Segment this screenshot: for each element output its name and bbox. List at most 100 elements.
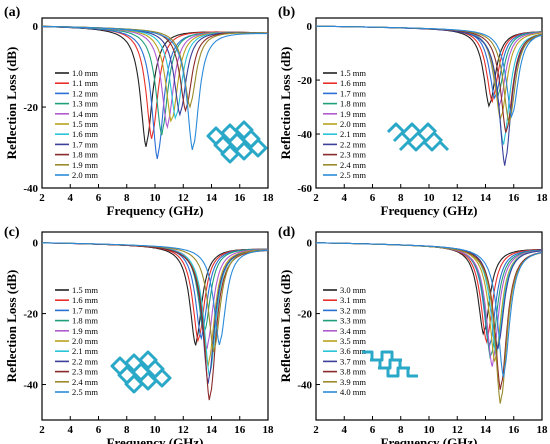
y-tick-label: 0 bbox=[307, 21, 313, 33]
x-tick-label: 6 bbox=[370, 424, 376, 436]
series-line-4-0-mm bbox=[316, 242, 542, 378]
x-tick-label: 10 bbox=[150, 192, 162, 204]
legend-label: 3.7 mm bbox=[340, 356, 366, 366]
y-tick-label: -40 bbox=[297, 380, 312, 392]
x-tick-label: 8 bbox=[398, 192, 404, 204]
legend-label: 2.4 mm bbox=[72, 377, 98, 387]
x-tick-label: 12 bbox=[178, 192, 190, 204]
meander-structure-icon bbox=[362, 350, 418, 378]
legend-label: 1.2 mm bbox=[72, 88, 98, 98]
x-tick-label: 6 bbox=[96, 424, 102, 436]
legend-label: 1.0 mm bbox=[72, 68, 98, 78]
chart-panel-3: (c) 2 4 6 8 10 12 14 16 18 0 -20 -40 Frequency (GHz) R… bbox=[4, 225, 274, 444]
legend: 1.5 mm1.6 mm1.7 mm1.8 mm1.9 mm2.0 mm2.1 … bbox=[323, 68, 366, 180]
legend-label: 2.2 mm bbox=[72, 356, 98, 366]
legend-label: 3.1 mm bbox=[340, 295, 366, 305]
x-tick-label: 10 bbox=[424, 192, 436, 204]
x-tick-label: 12 bbox=[452, 192, 464, 204]
x-tick-label: 16 bbox=[234, 424, 246, 436]
x-tick-label: 2 bbox=[313, 424, 319, 436]
legend-label: 2.5 mm bbox=[72, 387, 98, 397]
x-tick-label: 10 bbox=[150, 424, 162, 436]
y-tick-label: -20 bbox=[23, 309, 38, 321]
legend-label: 1.5 mm bbox=[72, 119, 98, 129]
chart-panel-4: (d) 2 4 6 8 10 12 14 16 18 0 -20 -40 Frequency (GHz) R… bbox=[278, 225, 548, 444]
x-tick-label: 8 bbox=[124, 192, 130, 204]
legend-label: 3.4 mm bbox=[340, 326, 366, 336]
legend-label: 2.1 mm bbox=[72, 346, 98, 356]
legend-label: 2.0 mm bbox=[72, 170, 98, 180]
x-tick-label: 16 bbox=[508, 424, 520, 436]
x-axis-title: Frequency (GHz) bbox=[381, 203, 478, 218]
legend-label: 3.9 mm bbox=[340, 377, 366, 387]
legend: 1.5 mm1.6 mm1.7 mm1.8 mm1.9 mm2.0 mm2.1 … bbox=[55, 285, 98, 397]
chart-panel-2: (b) 2 4 6 8 10 12 14 16 18 0 -20 -40 -60 Frequency (GH… bbox=[278, 5, 548, 218]
lattice-structure-icon bbox=[206, 120, 268, 164]
x-tick-label: 2 bbox=[39, 192, 45, 204]
x-tick-label: 4 bbox=[342, 424, 348, 436]
x-tick-label: 18 bbox=[537, 424, 549, 436]
legend-label: 2.0 mm bbox=[340, 119, 366, 129]
x-tick-label: 16 bbox=[234, 192, 246, 204]
legend-label: 1.5 mm bbox=[340, 68, 366, 78]
legend: 1.0 mm1.1 mm1.2 mm1.3 mm1.4 mm1.5 mm1.6 … bbox=[55, 68, 98, 180]
panel-letter: (b) bbox=[278, 5, 295, 20]
panel-letter: (d) bbox=[278, 225, 295, 240]
y-tick-label: -40 bbox=[23, 380, 38, 392]
legend-label: 2.2 mm bbox=[340, 139, 366, 149]
x-tick-label: 2 bbox=[313, 192, 319, 204]
x-axis-title: Frequency (GHz) bbox=[107, 203, 204, 218]
legend-label: 1.9 mm bbox=[72, 326, 98, 336]
x-tick-label: 10 bbox=[424, 424, 436, 436]
legend-label: 2.1 mm bbox=[340, 129, 366, 139]
series-group bbox=[42, 242, 268, 401]
series-group bbox=[42, 25, 268, 160]
x-tick-label: 14 bbox=[480, 192, 492, 204]
y-tick-label: -40 bbox=[297, 129, 312, 141]
x-tick-label: 14 bbox=[206, 424, 218, 436]
chart-panel-1: (a) 2 4 6 8 10 12 14 16 18 0 -20 -40 Frequency (GHz) R… bbox=[4, 5, 274, 218]
x-tick-label: 18 bbox=[263, 192, 275, 204]
legend-label: 3.6 mm bbox=[340, 346, 366, 356]
x-tick-label: 8 bbox=[398, 424, 404, 436]
series-line-2-0-mm bbox=[42, 25, 268, 151]
legend-label: 3.3 mm bbox=[340, 316, 366, 326]
legend-label: 1.6 mm bbox=[72, 295, 98, 305]
series-group bbox=[316, 242, 542, 404]
x-tick-label: 2 bbox=[39, 424, 45, 436]
legend-label: 4.0 mm bbox=[340, 387, 366, 397]
legend-label: 1.8 mm bbox=[340, 99, 366, 109]
legend-label: 2.0 mm bbox=[72, 336, 98, 346]
legend-label: 1.8 mm bbox=[72, 150, 98, 160]
x-axis-title: Frequency (GHz) bbox=[381, 435, 478, 444]
x-axis-title: Frequency (GHz) bbox=[107, 435, 204, 444]
y-tick-label: -20 bbox=[297, 75, 312, 87]
legend-label: 1.6 mm bbox=[72, 129, 98, 139]
legend-label: 1.8 mm bbox=[72, 316, 98, 326]
y-tick-label: 0 bbox=[33, 21, 39, 33]
legend-label: 1.6 mm bbox=[340, 78, 366, 88]
y-tick-label: -20 bbox=[297, 309, 312, 321]
legend-label: 3.0 mm bbox=[340, 285, 366, 295]
zigzag-structure-icon bbox=[386, 122, 450, 152]
legend-label: 1.7 mm bbox=[340, 88, 366, 98]
x-tick-label: 18 bbox=[537, 192, 549, 204]
panel-letter: (c) bbox=[4, 225, 20, 240]
y-axis-title: Reflection Loss (dB) bbox=[4, 47, 19, 160]
legend-label: 1.7 mm bbox=[72, 305, 98, 315]
y-tick-label: -60 bbox=[297, 183, 312, 195]
x-tick-label: 6 bbox=[370, 192, 376, 204]
x-tick-label: 18 bbox=[263, 424, 275, 436]
x-tick-label: 14 bbox=[206, 192, 218, 204]
panel-letter: (a) bbox=[4, 5, 21, 20]
legend-label: 1.3 mm bbox=[72, 99, 98, 109]
x-tick-label: 16 bbox=[508, 192, 520, 204]
series-line-2-5-mm bbox=[42, 242, 268, 346]
series-line-2-5-mm bbox=[316, 25, 542, 119]
x-tick-label: 14 bbox=[480, 424, 492, 436]
y-axis-title: Reflection Loss (dB) bbox=[4, 270, 19, 383]
x-tick-label: 6 bbox=[96, 192, 102, 204]
lattice-structure-icon bbox=[110, 350, 172, 394]
x-tick-label: 4 bbox=[68, 424, 74, 436]
